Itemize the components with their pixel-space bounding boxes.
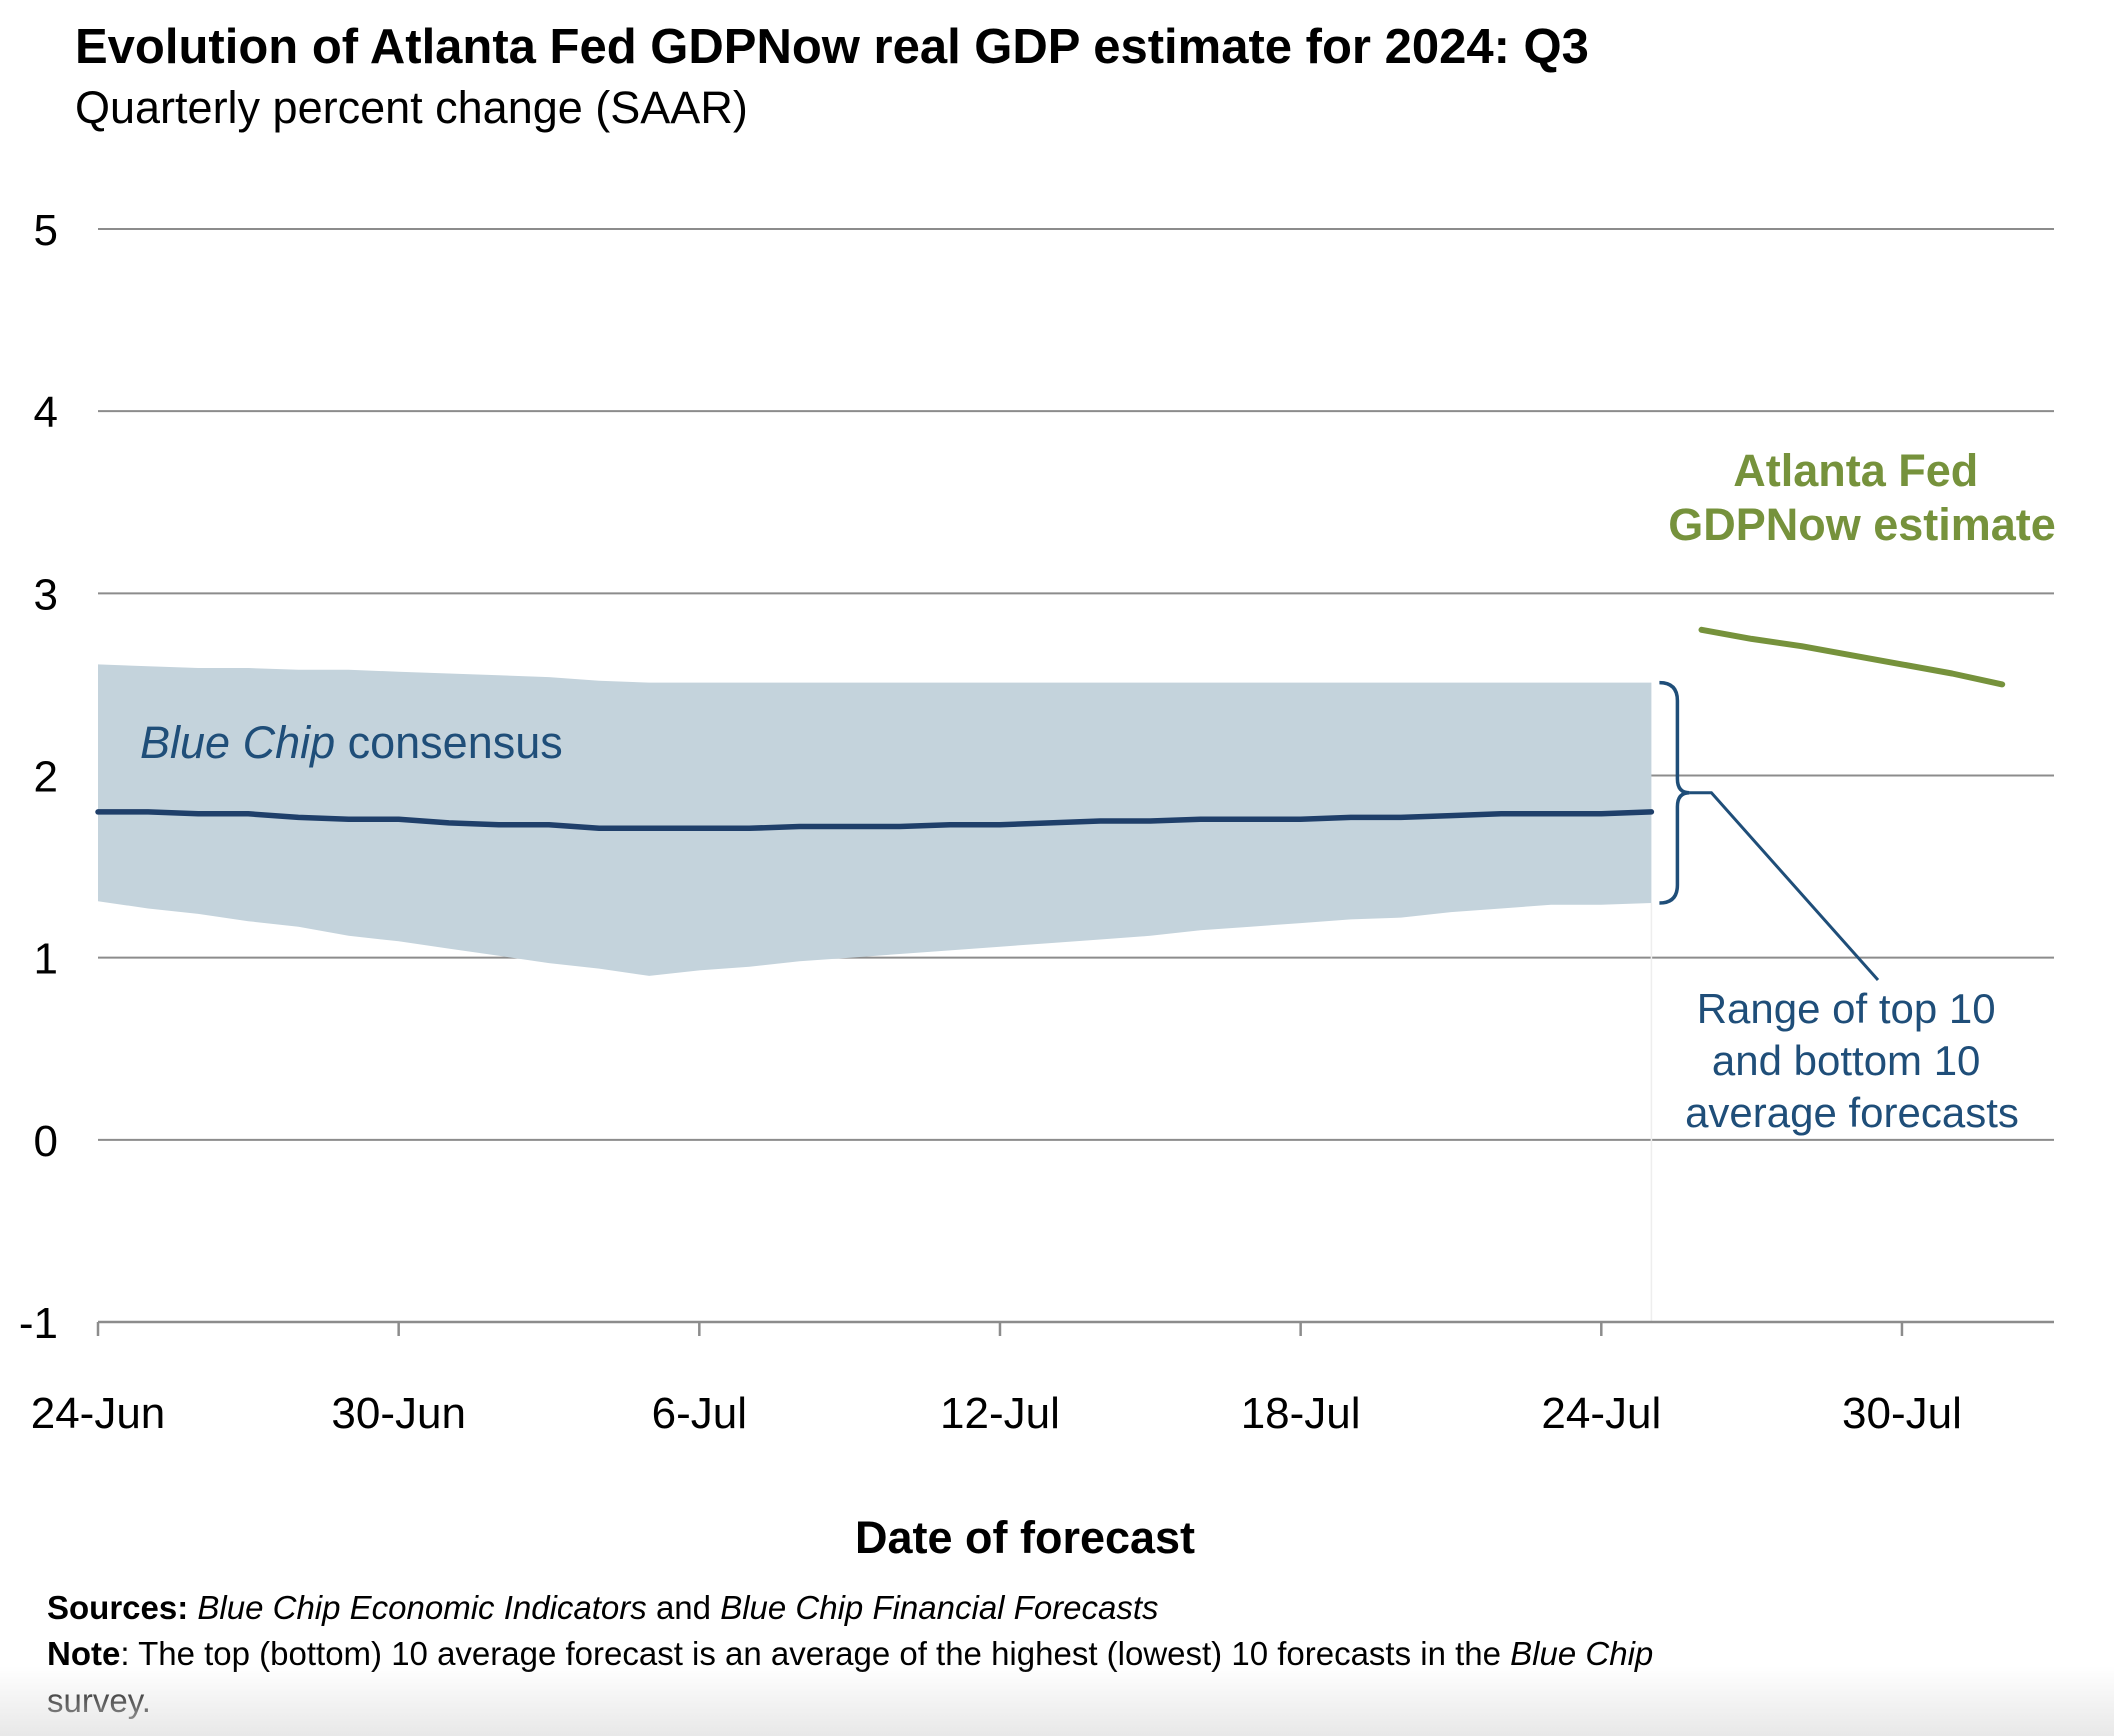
y-tick-label-1: 1 <box>34 935 58 984</box>
annotations: Atlanta Fed GDPNow estimate Blue Chip co… <box>140 445 2056 1136</box>
note-line: Note: The top (bottom) 10 average foreca… <box>47 1635 1653 1672</box>
sources-and: and <box>647 1589 720 1626</box>
gdpnow-label-line-2: GDPNow estimate <box>1668 499 2056 550</box>
series-layer <box>95 626 2006 832</box>
x-tick-labels: 24-Jun 30-Jun 6-Jul 12-Jul 18-Jul 24-Jul 30-Ju… <box>31 1389 1962 1438</box>
x-tick-label-18-Jul: 18-Jul <box>1241 1389 1361 1438</box>
consensus-line <box>95 809 1655 832</box>
note-label: Note <box>47 1635 120 1672</box>
gdpnow-label-line-1: Atlanta Fed <box>1733 445 1978 496</box>
x-tick-label-30-Jul: 30-Jul <box>1842 1389 1962 1438</box>
sources-line: Sources: Blue Chip Economic Indicators a… <box>47 1589 1159 1626</box>
y-tick-label-3: 3 <box>34 570 58 619</box>
y-tick-label-4: 4 <box>34 388 58 437</box>
consensus-label-rest: consensus <box>335 717 563 768</box>
gdpnow-label: Atlanta Fed GDPNow estimate <box>1668 445 2056 550</box>
range-label-line-3: average forecasts <box>1685 1089 2019 1136</box>
range-label-line-2: and bottom 10 <box>1712 1037 1981 1084</box>
forecast-range-band <box>98 664 1652 976</box>
x-axis-label: Date of forecast <box>855 1512 1195 1563</box>
y-tick-label-5: 5 <box>34 206 58 255</box>
consensus-label-italic: Blue Chip <box>140 717 335 768</box>
chart-subtitle: Quarterly percent change (SAAR) <box>75 82 748 133</box>
x-tick-label-30-Jun: 30-Jun <box>331 1389 466 1438</box>
note-italic: Blue Chip <box>1510 1635 1653 1672</box>
note-line-2: survey. <box>47 1682 151 1719</box>
y-tick-label--1: -1 <box>19 1299 58 1348</box>
sources-text-1: Blue Chip Economic Indicators <box>197 1589 646 1626</box>
y-tick-label-2: 2 <box>34 753 58 802</box>
x-tick-label-6-Jul: 6-Jul <box>652 1389 747 1438</box>
gdpnow-line <box>1698 626 2006 688</box>
range-label-line-1: Range of top 10 <box>1697 985 1996 1032</box>
footer: Sources: Blue Chip Economic Indicators a… <box>47 1589 1653 1719</box>
note-text: : The top (bottom) 10 average forecast i… <box>120 1635 1510 1672</box>
consensus-label: Blue Chip consensus <box>140 717 563 768</box>
range-bracket <box>1659 680 1690 905</box>
sources-label: Sources: <box>47 1589 188 1626</box>
forecast-range-band-layer <box>98 664 1653 1322</box>
x-tick-label-24-Jul: 24-Jul <box>1541 1389 1661 1438</box>
range-leader-line <box>1689 791 1880 981</box>
y-tick-label-0: 0 <box>34 1117 58 1166</box>
range-label: Range of top 10 and bottom 10 average fo… <box>1685 985 2019 1136</box>
x-tick-label-24-Jun: 24-Jun <box>31 1389 166 1438</box>
chart-title: Evolution of Atlanta Fed GDPNow real GDP… <box>75 20 1589 74</box>
x-axis <box>96 1320 2054 1336</box>
sources-text-2: Blue Chip Financial Forecasts <box>720 1589 1158 1626</box>
x-tick-label-12-Jul: 12-Jul <box>940 1389 1060 1438</box>
y-tick-labels: 5 4 3 2 1 0 -1 <box>19 206 58 1348</box>
